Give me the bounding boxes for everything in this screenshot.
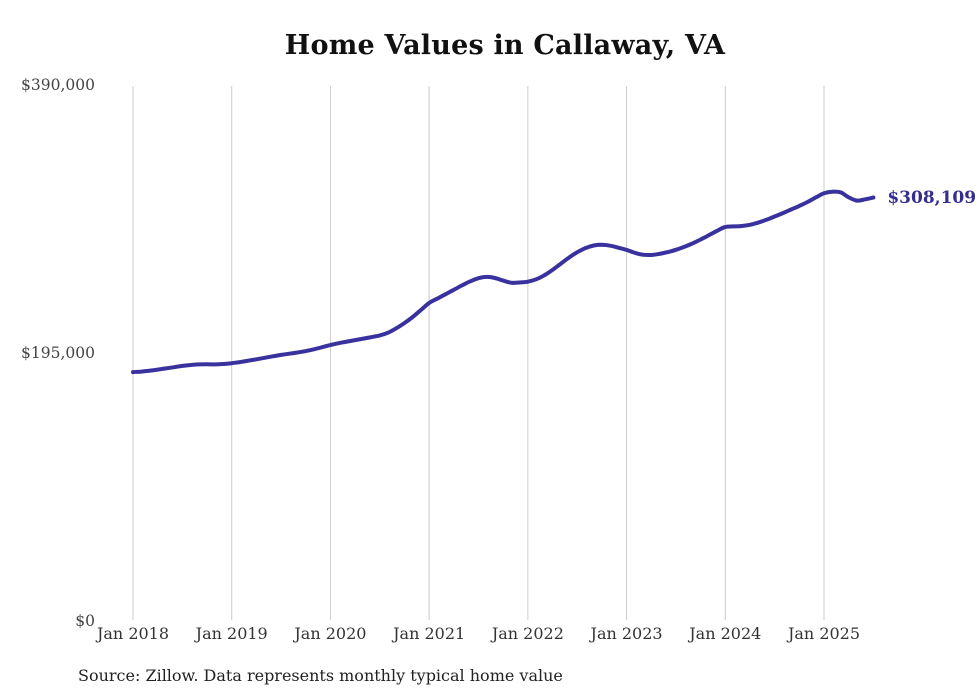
y-tick-label: $0	[75, 612, 95, 630]
x-tick-label: Jan 2024	[689, 624, 762, 643]
current-value-label: $308,109	[887, 187, 977, 208]
y-tick-label: $390,000	[21, 76, 95, 94]
x-tick-label: Jan 2018	[96, 624, 170, 643]
x-tick-label: Jan 2022	[491, 624, 564, 643]
source-note: Source: Zillow. Data represents monthly …	[78, 666, 563, 685]
chart-title: Home Values in Callaway, VA	[284, 30, 726, 61]
x-tick-label: Jan 2020	[294, 624, 367, 643]
x-tick-label: Jan 2019	[195, 624, 268, 643]
home-value-line	[131, 189, 876, 375]
x-tick-label: Jan 2021	[393, 624, 466, 643]
x-tick-label: Jan 2023	[590, 624, 663, 643]
y-tick-label: $195,000	[21, 344, 95, 362]
x-tick-label: Jan 2025	[787, 624, 861, 643]
